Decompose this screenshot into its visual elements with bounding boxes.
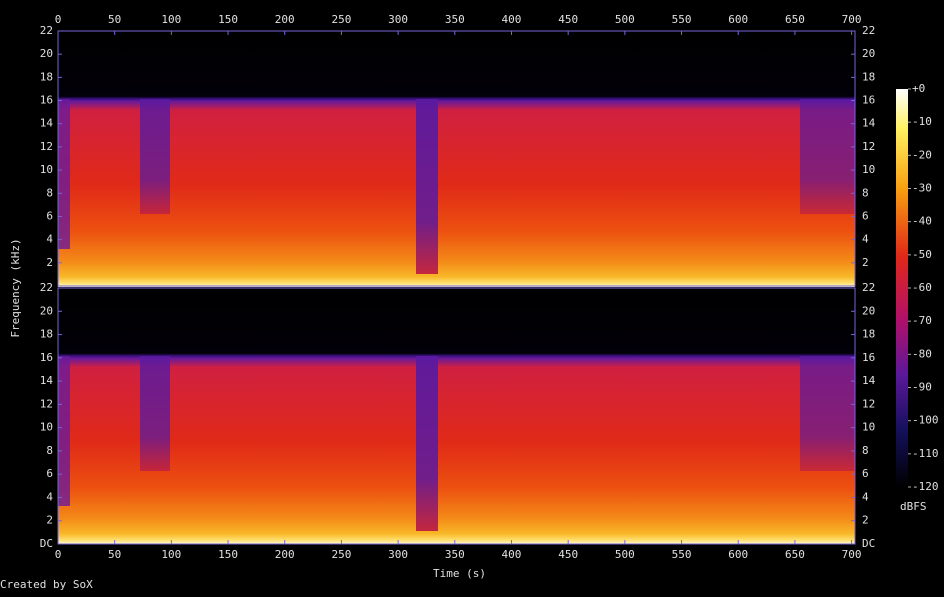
x-tick-label: 100	[161, 13, 181, 26]
y-tick-label: 6	[862, 467, 869, 480]
colorbar-tick-label: -90	[912, 381, 932, 394]
y-tick-label: 10	[40, 421, 53, 434]
y-tick-label: 14	[862, 117, 876, 130]
x-tick-label: 300	[388, 548, 408, 561]
colorbar-tick-label: -80	[912, 347, 932, 360]
y-tick-label: 12	[862, 140, 875, 153]
y-tick-label: 8	[46, 186, 53, 199]
x-tick-label: 100	[161, 548, 181, 561]
y-tick-label: 4	[46, 233, 53, 246]
y-tick-label: 14	[862, 374, 876, 387]
y-tick-label: 10	[862, 421, 875, 434]
x-tick-label: 50	[108, 13, 121, 26]
colorbar-tick-label: -70	[912, 314, 932, 327]
y-tick-label: 8	[862, 186, 869, 199]
x-tick-label: 0	[55, 548, 62, 561]
y-tick-label: 22	[40, 24, 53, 37]
x-tick-label: 0	[55, 13, 62, 26]
colorbar-tick-label: -50	[912, 248, 932, 261]
x-tick-label: 550	[672, 548, 692, 561]
x-tick-label: 400	[502, 548, 522, 561]
y-tick-label: 18	[862, 328, 875, 341]
y-tick-label: 12	[40, 140, 53, 153]
y-tick-label: 16	[862, 351, 875, 364]
x-tick-label: 700	[842, 548, 862, 561]
spectrogram-channel-1	[58, 31, 855, 287]
plot-frame	[57, 287, 856, 545]
colorbar	[896, 89, 908, 487]
colorbar-tick-label: -120	[912, 480, 939, 493]
colorbar-label: dBFS	[900, 500, 927, 513]
y-tick-label: DC	[40, 537, 53, 550]
x-axis-label: Time (s)	[433, 567, 486, 580]
y-tick-label: 12	[40, 397, 53, 410]
x-tick-label: 200	[275, 548, 295, 561]
colorbar-tick-label: -60	[912, 281, 932, 294]
y-tick-label: 20	[862, 304, 875, 317]
y-tick-label: 4	[862, 233, 869, 246]
x-tick-label: 500	[615, 13, 635, 26]
y-tick-label: 8	[862, 444, 869, 457]
y-tick-label: 16	[40, 94, 53, 107]
y-tick-label: 22	[40, 281, 53, 294]
y-tick-label: 6	[46, 209, 53, 222]
spectrogram-channel-2	[58, 288, 855, 544]
y-tick-label: 4	[46, 490, 53, 503]
y-tick-label: DC	[862, 537, 875, 550]
x-tick-label: 50	[108, 548, 121, 561]
y-tick-label: 2	[862, 256, 869, 269]
x-tick-label: 450	[558, 13, 578, 26]
y-tick-label: 14	[40, 117, 54, 130]
plot-frame	[57, 30, 856, 287]
x-tick-label: 300	[388, 13, 408, 26]
colorbar-tick-label: -10	[912, 115, 932, 128]
y-tick-label: 6	[46, 467, 53, 480]
x-tick-label: 500	[615, 548, 635, 561]
footer: Created by SoX	[0, 578, 93, 591]
y-tick-label: 8	[46, 444, 53, 457]
y-axis-label: Frequency (kHz)	[9, 238, 22, 337]
y-tick-label: 14	[40, 374, 54, 387]
x-tick-label: 600	[728, 13, 748, 26]
y-tick-label: 4	[862, 490, 869, 503]
y-tick-label: 20	[40, 304, 53, 317]
x-tick-label: 250	[331, 13, 351, 26]
x-tick-label: 650	[785, 548, 805, 561]
y-tick-label: 2	[46, 514, 53, 527]
x-tick-label: 400	[502, 13, 522, 26]
x-tick-label: 150	[218, 13, 238, 26]
x-tick-label: 200	[275, 13, 295, 26]
y-tick-label: 18	[40, 70, 53, 83]
colorbar-tick-label: -100	[912, 414, 939, 427]
y-tick-label: 22	[862, 281, 875, 294]
y-tick-label: 20	[862, 47, 875, 60]
x-tick-label: 600	[728, 548, 748, 561]
x-tick-label: 350	[445, 548, 465, 561]
colorbar-tick-label: -110	[912, 447, 939, 460]
colorbar-tick-label: +0	[912, 82, 925, 95]
y-tick-label: 2	[862, 514, 869, 527]
x-tick-label: 700	[842, 13, 862, 26]
y-tick-label: 20	[40, 47, 53, 60]
y-tick-label: 6	[862, 209, 869, 222]
y-tick-label: 12	[862, 397, 875, 410]
y-tick-label: 22	[862, 24, 875, 37]
y-tick-label: 10	[40, 163, 53, 176]
x-tick-label: 650	[785, 13, 805, 26]
y-tick-label: 18	[862, 70, 875, 83]
x-tick-label: 450	[558, 548, 578, 561]
x-tick-label: 250	[331, 548, 351, 561]
colorbar-tick-label: -20	[912, 148, 932, 161]
x-tick-label: 350	[445, 13, 465, 26]
y-tick-label: 2	[46, 256, 53, 269]
y-tick-label: 16	[40, 351, 53, 364]
y-tick-label: 10	[862, 163, 875, 176]
x-tick-label: 150	[218, 548, 238, 561]
y-tick-label: 18	[40, 328, 53, 341]
colorbar-tick-label: -40	[912, 215, 932, 228]
colorbar-tick-label: -30	[912, 182, 932, 195]
y-tick-label: 16	[862, 94, 875, 107]
x-tick-label: 550	[672, 13, 692, 26]
